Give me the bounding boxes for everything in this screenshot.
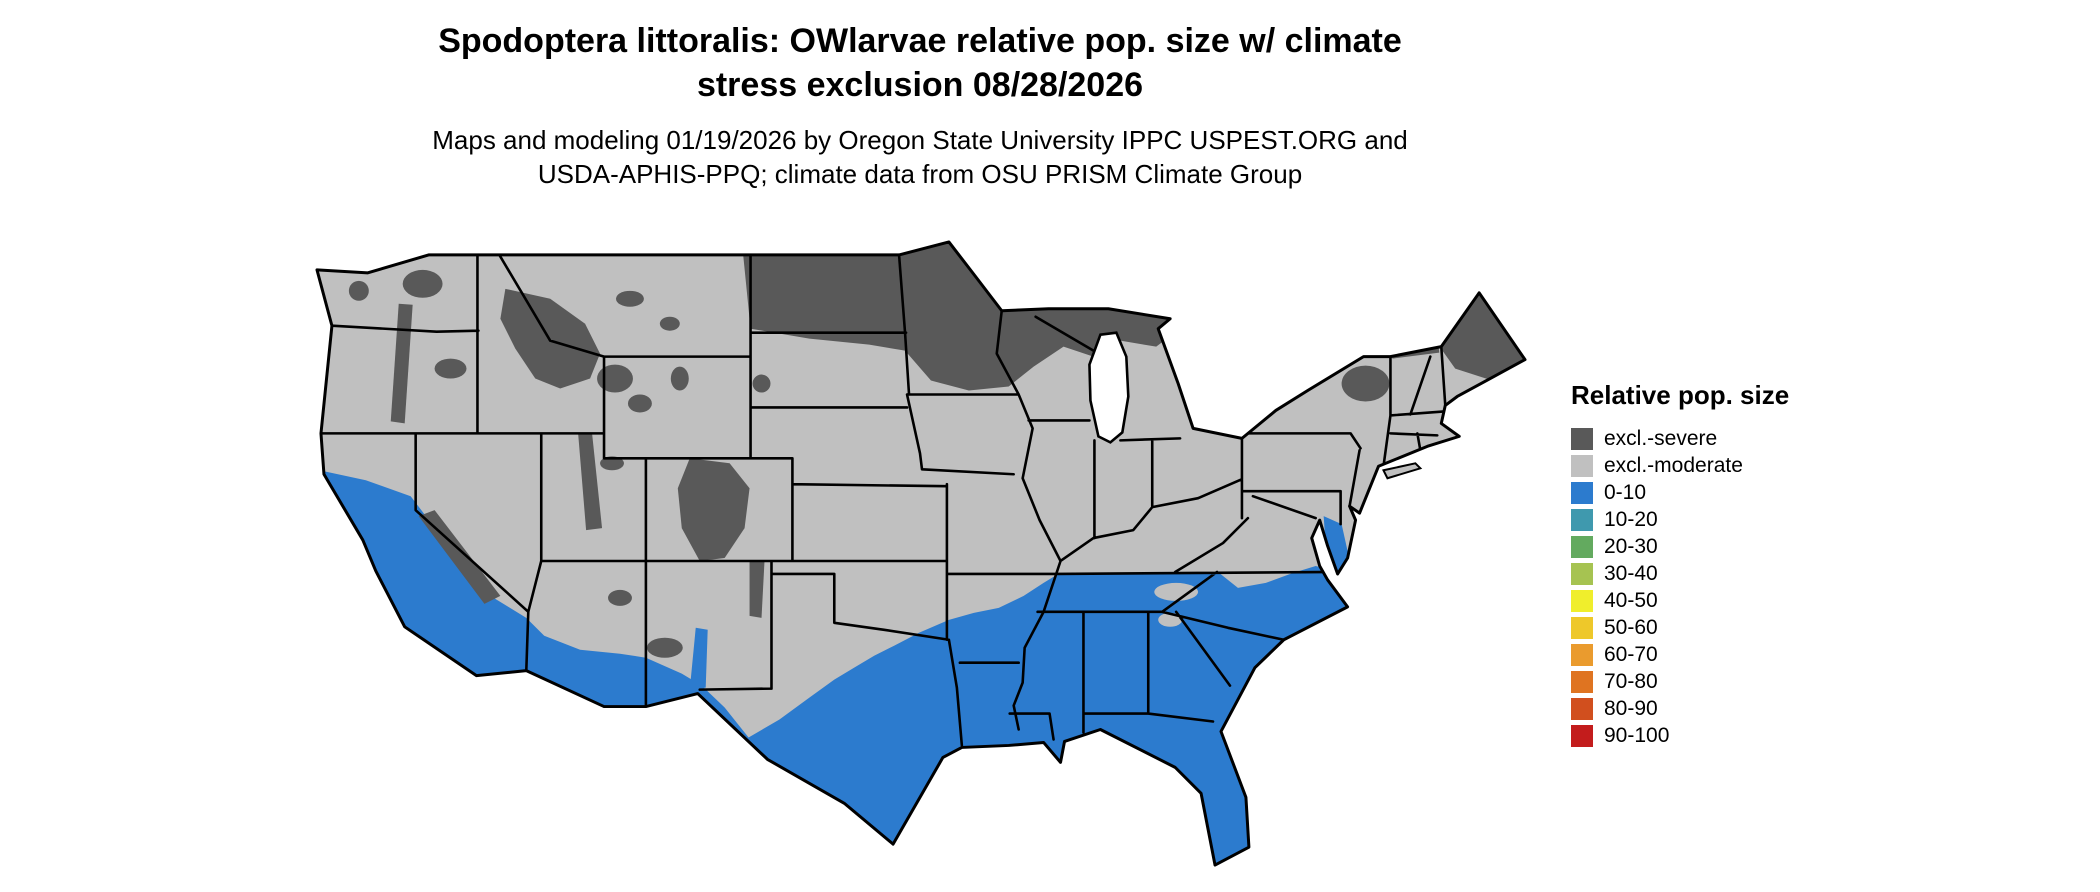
legend-entry: 70-80 [1571,668,1789,695]
legend-swatch [1571,481,1593,504]
legend-entry: 60-70 [1571,641,1789,668]
legend-label: 90-100 [1604,723,1670,747]
legend-swatch [1571,670,1593,693]
legend-swatch [1571,427,1593,450]
map-subtitle-block: Maps and modeling 01/19/2026 by Oregon S… [120,123,1720,192]
legend-label: 30-40 [1604,561,1658,585]
legend-label: 50-60 [1604,615,1658,639]
legend-label: 10-20 [1604,507,1658,531]
map-legend: Relative pop. size excl.-severe excl.-mo… [1571,380,1789,749]
legend-entry: 20-30 [1571,533,1789,560]
legend-swatch [1571,508,1593,531]
legend-entry: excl.-severe [1571,425,1789,452]
legend-entry: 0-10 [1571,479,1789,506]
legend-swatch [1571,697,1593,720]
map-title-block: Spodoptera littoralis: OWlarvae relative… [120,20,1720,192]
page-subtitle-line2: USDA-APHIS-PPQ; climate data from OSU PR… [537,159,1303,190]
legend-title: Relative pop. size [1571,380,1790,410]
legend-swatch [1571,535,1593,558]
us-choropleth-map [315,240,1527,867]
legend-label: 60-70 [1604,642,1658,666]
legend-label: excl.-moderate [1604,453,1743,477]
legend-entry: 90-100 [1571,722,1789,749]
lake-michigan [1088,331,1130,444]
legend-label: 0-10 [1604,480,1647,504]
legend-entry: 30-40 [1571,560,1789,587]
legend-entry: 80-90 [1571,695,1789,722]
legend-label: 20-30 [1604,534,1658,558]
legend-swatch [1571,562,1593,585]
legend-entry: 40-50 [1571,587,1789,614]
state-borders [319,253,1447,747]
legend-entry: 50-60 [1571,614,1789,641]
legend-label: 40-50 [1604,588,1658,612]
page-title-line2: stress exclusion 08/28/2026 [696,65,1144,104]
page-subtitle-line1: Maps and modeling 01/19/2026 by Oregon S… [432,125,1408,156]
page-title-line1: Spodoptera littoralis: OWlarvae relative… [438,22,1402,60]
long-island [1382,462,1423,480]
legend-swatch [1571,589,1593,612]
legend-entry: 10-20 [1571,506,1789,533]
legend-swatch [1571,724,1593,747]
legend-label: excl.-severe [1604,426,1718,450]
legend-swatch [1571,616,1593,639]
legend-swatch [1571,454,1593,477]
legend-label: 80-90 [1604,696,1658,720]
legend-entry: excl.-moderate [1571,452,1789,479]
legend-label: 70-80 [1604,669,1658,693]
legend-swatch [1571,643,1593,666]
